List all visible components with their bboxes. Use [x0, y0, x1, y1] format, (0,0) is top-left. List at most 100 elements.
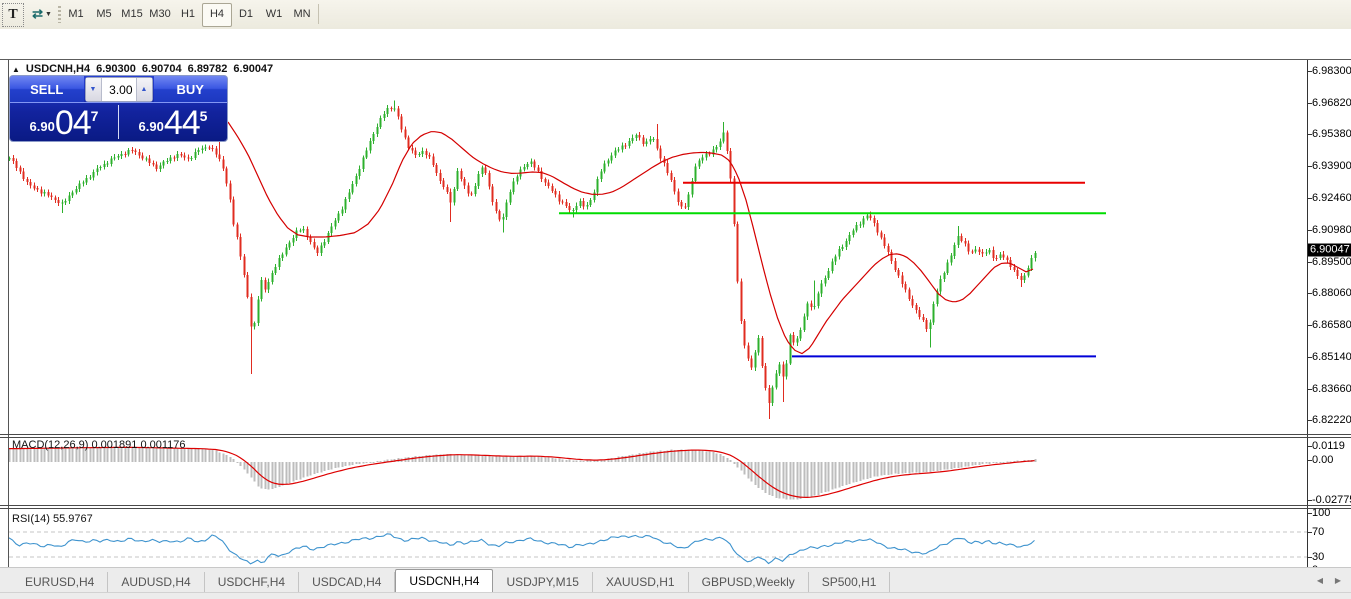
pane-splitter-2b[interactable] — [0, 508, 1351, 509]
price-divider — [118, 105, 119, 139]
symbol-period-label: USDCNH,H4 — [25, 63, 91, 75]
rsi-pane-chart[interactable] — [9, 509, 1307, 575]
timeframe-button-m15[interactable]: M15 — [121, 8, 143, 20]
price-tick-6.98300-label: 6.98300 — [1312, 65, 1351, 77]
price-tick-6.83660-label: 6.83660 — [1312, 383, 1351, 395]
timeframe-button-w1[interactable]: W1 — [265, 8, 283, 20]
price-tick-6.93900-tick — [1307, 166, 1312, 167]
macd-tick--0.027754-tick — [1307, 500, 1312, 501]
macd-tick-0.00-label: 0.00 — [1312, 454, 1334, 466]
chart-tab-eurusd-h4[interactable]: EURUSD,H4 — [12, 572, 109, 592]
buy-price-prefix: 6.90 — [138, 119, 164, 134]
chart-tabstrip: EURUSD,H4 AUDUSD,H4 USDCHF,H4 USDCAD,H4 USDC… — [0, 567, 1351, 592]
chart-top-border — [0, 59, 1351, 60]
price-tick-6.86580-tick — [1307, 325, 1312, 326]
ohlc-close: 6.90047 — [233, 63, 274, 75]
rsi-tick-30-label: 30 — [1312, 551, 1325, 563]
buy-price-big: 44 — [163, 104, 201, 141]
timeframe-button-m5[interactable]: M5 — [96, 8, 112, 20]
price-tick-6.85140-label: 6.85140 — [1312, 351, 1351, 363]
chart-marker-icon: ▲ — [12, 64, 20, 74]
macd-signal-line — [9, 446, 1035, 499]
chevron-down-icon: ▼ — [44, 10, 52, 18]
toolbar-grip[interactable] — [58, 6, 61, 23]
price-tick-6.89500-label: 6.89500 — [1312, 256, 1351, 268]
timeframe-button-m1[interactable]: M1 — [68, 8, 84, 20]
macd-label: MACD(12,26,9) 0.001891 0.001176 — [12, 439, 186, 451]
price-axis-line — [1307, 60, 1308, 575]
timeframe-button-h1[interactable]: H1 — [180, 8, 196, 20]
price-tick-6.82220-tick — [1307, 420, 1312, 421]
price-tick-6.95380-tick — [1307, 134, 1312, 135]
text-tool-button[interactable]: T — [2, 3, 24, 27]
rsi-line — [9, 533, 1035, 565]
chart-window: ▲ USDCNH,H4 6.90300 6.90 704 6.89782 6.90… — [0, 29, 1351, 598]
volume-input[interactable]: 3.00 — [100, 78, 137, 101]
macd-tick-0.0119-label: 0.0119 — [1312, 440, 1345, 452]
price-tick-6.82220-label: 6.82220 — [1312, 414, 1351, 426]
price-pane-chart[interactable] — [9, 60, 1307, 434]
ohlc-low: 6.89782 — [187, 63, 228, 75]
timeframe-button-d1[interactable]: D1 — [238, 8, 254, 20]
rsi-label: RSI(14) 55.9767 — [12, 513, 93, 525]
pane-splitter-2a[interactable] — [0, 505, 1351, 506]
ohlc-open: 6.90300 — [96, 63, 136, 75]
tab-scroll-left-button[interactable]: ◀ — [1316, 576, 1324, 585]
sell-price-display[interactable]: 6.90 04 7 — [10, 103, 118, 141]
volume-increase-button[interactable]: ▲ — [136, 78, 152, 101]
status-bar — [0, 592, 1351, 599]
timeframe-button-h4[interactable]: H4 — [202, 3, 232, 27]
moving-average-line — [227, 121, 1034, 355]
sell-price-sup: 7 — [90, 108, 99, 124]
volume-decrease-button[interactable]: ▼ — [85, 78, 101, 101]
buy-button[interactable]: BUY — [153, 76, 227, 102]
cycle-arrows-icon: ⇄ — [32, 6, 43, 21]
chart-tab-usdchf-h4[interactable]: USDCHF,H4 — [205, 572, 300, 592]
chart-left-border — [8, 60, 9, 575]
rsi-tick-30-tick — [1307, 557, 1312, 558]
chart-tab-sp500-h1[interactable]: SP500,H1 — [809, 572, 891, 592]
pane-splitter-1b[interactable] — [0, 437, 1351, 438]
toolbar-separator — [318, 4, 319, 24]
chart-tab-usdcnh-h4[interactable]: USDCNH,H4 — [395, 569, 494, 592]
timeframe-button-m30[interactable]: M30 — [149, 8, 171, 20]
chart-tab-audusd-h4[interactable]: AUDUSD,H4 — [108, 572, 205, 592]
chart-title: ▲ USDCNH,H4 6.90300 6.90704 6.89782 6.90… — [12, 62, 273, 76]
timeframe-bar: M1 M5 M15 M30 H1 H4 D1 W1 MN — [62, 3, 316, 27]
macd-pane-chart[interactable] — [9, 438, 1307, 505]
price-tick-6.92460-tick — [1307, 198, 1312, 199]
macd-tick--0.027754-label: -0.027754 — [1312, 494, 1351, 506]
chart-tab-xauusd-h1[interactable]: XAUUSD,H1 — [593, 572, 689, 592]
chart-tab-usdjpy-m15[interactable]: USDJPY,M15 — [493, 572, 593, 592]
top-toolbar: T ⇄ ▼ M1 M5 M15 M30 H1 H4 D1 W1 MN — [0, 0, 1351, 30]
timeframe-button-mn[interactable]: MN — [293, 8, 311, 20]
chart-tab-usdcad-h4[interactable]: USDCAD,H4 — [299, 572, 396, 592]
price-tick-6.89500-tick — [1307, 262, 1312, 263]
one-click-trading-panel: SELL ▼ 3.00 ▲ BUY 6.90 04 7 6.90 44 5 — [10, 76, 227, 141]
volume-control: ▼ 3.00 ▲ — [84, 77, 153, 102]
chart-tab-gbpusd-weekly[interactable]: GBPUSD,Weekly — [689, 572, 809, 592]
price-tick-6.98300-tick — [1307, 71, 1312, 72]
price-tick-6.88060-tick — [1307, 293, 1312, 294]
price-tick-6.93900-label: 6.93900 — [1312, 160, 1351, 172]
price-tick-6.83660-tick — [1307, 389, 1312, 390]
price-tick-6.95380-label: 6.95380 — [1312, 128, 1351, 140]
price-tick-6.90980-tick — [1307, 230, 1312, 231]
sell-price-big: 04 — [54, 104, 92, 141]
buy-price-sup: 5 — [199, 108, 208, 124]
tab-scroll-right-button[interactable]: ▶ — [1334, 576, 1342, 585]
price-tick-6.90980-label: 6.90980 — [1312, 224, 1351, 236]
price-tick-6.88060-label: 6.88060 — [1312, 287, 1351, 299]
price-tick-6.92460-label: 6.92460 — [1312, 192, 1351, 204]
rsi-tick-100-label: 100 — [1312, 507, 1331, 519]
cycle-timeframes-button[interactable]: ⇄ ▼ — [28, 3, 56, 25]
buy-price-display[interactable]: 6.90 44 5 — [119, 103, 227, 141]
macd-tick-0.00-tick — [1307, 460, 1312, 461]
pane-splitter-1a[interactable] — [0, 434, 1351, 435]
price-tick-6.85140-tick — [1307, 357, 1312, 358]
rsi-tick-70-tick — [1307, 532, 1312, 533]
rsi-tick-100-tick — [1307, 513, 1312, 514]
sell-button[interactable]: SELL — [10, 76, 84, 102]
sell-price-prefix: 6.90 — [29, 119, 55, 134]
